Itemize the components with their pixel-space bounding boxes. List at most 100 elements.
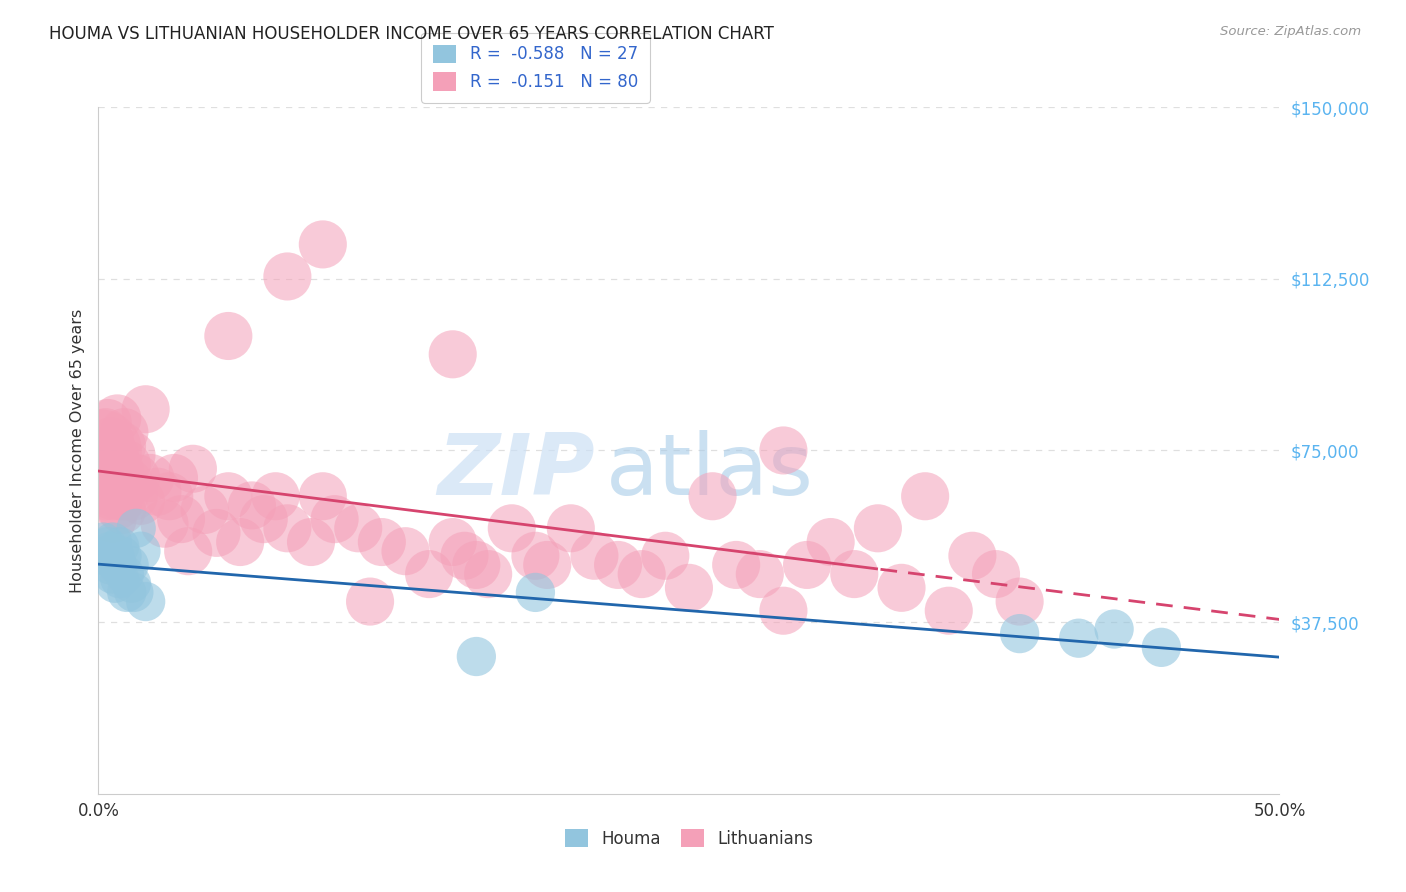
Point	[820, 535, 842, 549]
Point	[98, 544, 121, 558]
Point	[101, 489, 124, 503]
Point	[139, 471, 162, 485]
Point	[276, 521, 298, 535]
Point	[122, 489, 145, 503]
Point	[772, 604, 794, 618]
Point	[276, 269, 298, 284]
Point	[217, 489, 239, 503]
Point	[170, 512, 193, 526]
Point	[962, 549, 984, 563]
Point	[163, 471, 186, 485]
Point	[135, 594, 157, 608]
Point	[112, 567, 135, 582]
Point	[118, 475, 141, 490]
Point	[253, 512, 276, 526]
Point	[112, 489, 135, 503]
Point	[796, 558, 818, 572]
Point	[105, 411, 128, 425]
Point	[524, 549, 547, 563]
Point	[91, 452, 114, 467]
Point	[394, 544, 416, 558]
Text: ZIP: ZIP	[437, 430, 595, 513]
Point	[97, 484, 120, 499]
Point	[101, 567, 124, 582]
Point	[94, 425, 117, 439]
Point	[105, 558, 128, 572]
Point	[418, 567, 440, 582]
Point	[654, 549, 676, 563]
Point	[101, 443, 124, 458]
Point	[1008, 626, 1031, 640]
Point	[938, 604, 960, 618]
Point	[108, 462, 131, 476]
Point	[583, 549, 606, 563]
Point	[465, 649, 488, 664]
Y-axis label: Householder Income Over 65 years: Householder Income Over 65 years	[69, 309, 84, 592]
Point	[104, 448, 127, 462]
Point	[118, 558, 141, 572]
Point	[111, 503, 134, 517]
Point	[108, 540, 131, 554]
Point	[524, 585, 547, 599]
Point	[94, 489, 117, 503]
Point	[104, 549, 127, 563]
Point	[129, 544, 152, 558]
Point	[914, 489, 936, 503]
Point	[98, 462, 121, 476]
Point	[91, 475, 114, 490]
Point	[111, 549, 134, 563]
Point	[1102, 622, 1125, 636]
Point	[772, 443, 794, 458]
Text: atlas: atlas	[606, 430, 814, 513]
Point	[91, 535, 114, 549]
Point	[229, 535, 252, 549]
Point	[465, 558, 488, 572]
Point	[630, 567, 652, 582]
Legend: Houma, Lithuanians: Houma, Lithuanians	[558, 822, 820, 855]
Point	[181, 462, 204, 476]
Point	[347, 521, 370, 535]
Point	[441, 535, 464, 549]
Point	[104, 480, 127, 494]
Point	[725, 558, 748, 572]
Text: Source: ZipAtlas.com: Source: ZipAtlas.com	[1220, 25, 1361, 38]
Point	[101, 512, 124, 526]
Point	[121, 576, 143, 591]
Point	[90, 443, 112, 458]
Point	[108, 489, 131, 503]
Point	[153, 516, 176, 531]
Point	[866, 521, 889, 535]
Point	[312, 489, 335, 503]
Point	[477, 567, 499, 582]
Point	[453, 549, 475, 563]
Point	[299, 535, 322, 549]
Point	[122, 585, 145, 599]
Point	[890, 581, 912, 595]
Point	[121, 448, 143, 462]
Point	[125, 471, 148, 485]
Point	[844, 567, 866, 582]
Point	[146, 484, 169, 499]
Point	[108, 572, 131, 586]
Point	[560, 521, 582, 535]
Point	[984, 567, 1007, 582]
Point	[1150, 640, 1173, 655]
Point	[111, 439, 134, 453]
Point	[115, 457, 138, 471]
Point	[112, 425, 135, 439]
Text: HOUMA VS LITHUANIAN HOUSEHOLDER INCOME OVER 65 YEARS CORRELATION CHART: HOUMA VS LITHUANIAN HOUSEHOLDER INCOME O…	[49, 25, 775, 43]
Point	[536, 558, 558, 572]
Point	[105, 499, 128, 513]
Point	[678, 581, 700, 595]
Point	[264, 489, 287, 503]
Point	[177, 544, 200, 558]
Point	[129, 493, 152, 508]
Point	[194, 503, 217, 517]
Point	[157, 489, 180, 503]
Point	[98, 558, 121, 572]
Point	[1067, 631, 1090, 645]
Point	[607, 558, 630, 572]
Point	[323, 512, 346, 526]
Point	[125, 521, 148, 535]
Point	[104, 576, 127, 591]
